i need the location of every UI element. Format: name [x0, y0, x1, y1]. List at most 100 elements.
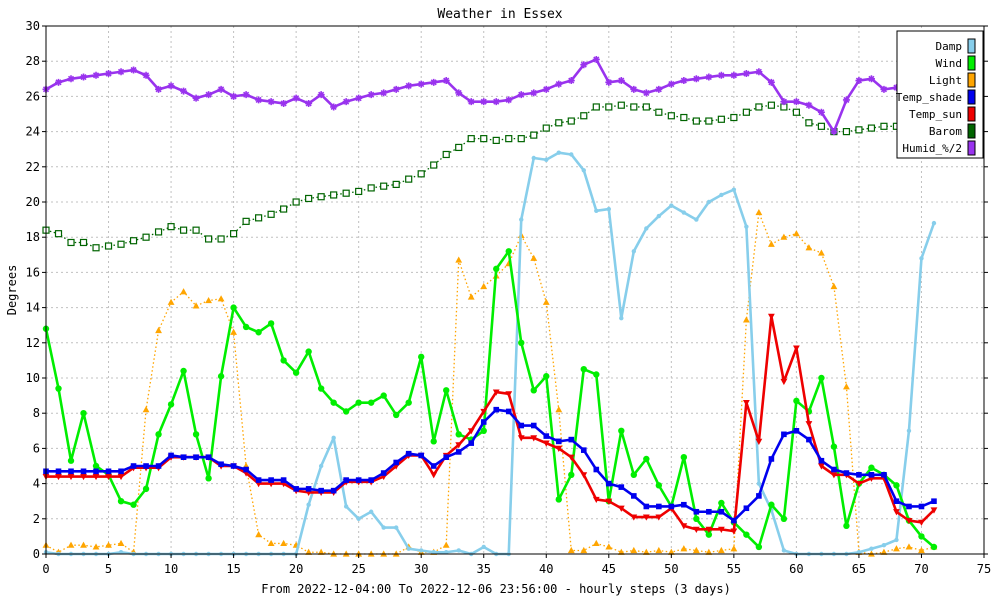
data-point-temp-sun — [805, 421, 813, 428]
data-point-damp — [894, 537, 899, 543]
data-point-wind — [217, 373, 225, 380]
data-point-temp-shade — [143, 463, 149, 469]
data-point-barom — [592, 103, 600, 111]
data-point-light — [880, 548, 888, 555]
y-tick-label: 14 — [26, 301, 40, 315]
data-point-temp-shade — [580, 447, 587, 453]
data-point-temp-shade — [380, 470, 387, 476]
data-point-temp-sun — [92, 473, 100, 481]
data-point-barom — [405, 175, 413, 183]
data-point-barom — [280, 205, 288, 213]
data-point-wind — [580, 366, 587, 373]
legend: Damp Wind Light Temp_shade Temp_sun Barom Humi… — [896, 30, 984, 159]
data-point-humid-2 — [380, 89, 388, 97]
data-point-temp-shade — [768, 456, 775, 462]
data-point-damp — [531, 155, 536, 161]
data-point-damp — [706, 199, 712, 205]
data-point-humid-2 — [242, 91, 250, 99]
data-point-barom — [467, 135, 475, 143]
data-point-temp-sun — [517, 435, 525, 442]
data-point-temp-shade — [418, 452, 424, 459]
data-point-barom — [330, 191, 338, 199]
data-point-temp-sun — [692, 526, 700, 533]
legend-label-humid-2: Humid_%/2 — [902, 142, 962, 155]
data-point-damp — [931, 220, 937, 226]
data-point-temp-shade — [480, 419, 487, 425]
data-point-damp — [406, 546, 411, 551]
data-point-barom — [217, 235, 225, 243]
data-point-wind — [292, 369, 300, 376]
data-point-barom — [667, 112, 675, 120]
data-point-temp-sun — [742, 400, 750, 407]
data-point-temp-sun — [655, 514, 663, 521]
data-point-damp — [581, 168, 586, 173]
data-point-wind — [355, 399, 362, 406]
data-point-damp — [681, 210, 687, 215]
data-point-damp — [343, 504, 349, 509]
data-point-wind — [543, 373, 550, 380]
data-point-light — [530, 254, 538, 261]
data-point-humid-2 — [517, 91, 525, 99]
data-point-damp — [419, 548, 424, 553]
legend-swatch-humid-2 — [967, 140, 976, 156]
data-point-wind — [180, 367, 187, 375]
data-point-humid-2 — [667, 80, 675, 88]
data-point-damp — [731, 187, 737, 192]
data-point-wind — [255, 329, 262, 336]
data-point-humid-2 — [592, 55, 600, 63]
data-point-wind — [530, 387, 537, 394]
data-point-temp-shade — [893, 498, 900, 504]
data-point-temp-sun — [67, 473, 75, 481]
data-point-light — [167, 298, 175, 305]
legend-label-temp-sun: Temp_sun — [909, 108, 962, 121]
data-point-damp — [619, 315, 624, 321]
data-point-wind — [918, 533, 925, 540]
data-point-damp — [919, 256, 924, 261]
data-point-humid-2 — [630, 85, 638, 93]
data-point-damp — [744, 224, 749, 229]
data-point-light — [217, 295, 225, 302]
data-point-barom — [255, 214, 263, 222]
data-point-temp-sun — [617, 505, 625, 512]
data-point-wind — [893, 482, 900, 489]
data-point-temp-shade — [468, 440, 475, 446]
data-point-humid-2 — [280, 99, 288, 107]
data-point-humid-2 — [880, 85, 888, 93]
data-point-temp-shade — [618, 484, 625, 490]
data-point-humid-2 — [692, 75, 700, 83]
data-point-wind — [242, 323, 250, 331]
data-point-humid-2 — [305, 99, 313, 107]
data-point-damp — [544, 157, 549, 162]
data-point-humid-2 — [817, 108, 825, 116]
y-axis-title: Degrees — [5, 265, 19, 316]
data-point-temp-shade — [268, 477, 274, 483]
data-point-humid-2 — [205, 91, 213, 99]
chart-title: Weather in Essex — [437, 7, 562, 22]
data-point-damp — [656, 213, 662, 219]
x-tick-label: 65 — [852, 562, 866, 576]
data-point-barom — [104, 242, 113, 250]
data-point-wind — [630, 471, 638, 478]
data-point-barom — [705, 117, 713, 125]
data-point-humid-2 — [292, 94, 300, 102]
data-point-light — [843, 383, 850, 390]
data-point-light — [92, 543, 100, 550]
data-point-humid-2 — [567, 77, 575, 85]
y-tick-label: 16 — [26, 265, 40, 279]
data-point-barom — [242, 217, 250, 225]
data-point-humid-2 — [442, 77, 450, 85]
data-point-light — [555, 406, 563, 413]
data-point-light — [267, 539, 275, 547]
data-point-wind — [205, 475, 212, 482]
data-point-humid-2 — [642, 89, 650, 97]
data-point-humid-2 — [217, 85, 225, 93]
data-point-barom — [430, 161, 438, 169]
data-point-barom — [355, 187, 363, 196]
data-point-barom — [492, 136, 500, 144]
data-point-wind — [793, 397, 800, 405]
data-point-temp-shade — [505, 408, 512, 415]
data-point-temp-shade — [393, 459, 399, 466]
data-point-temp-shade — [243, 466, 249, 473]
data-point-temp-sun — [580, 472, 588, 479]
